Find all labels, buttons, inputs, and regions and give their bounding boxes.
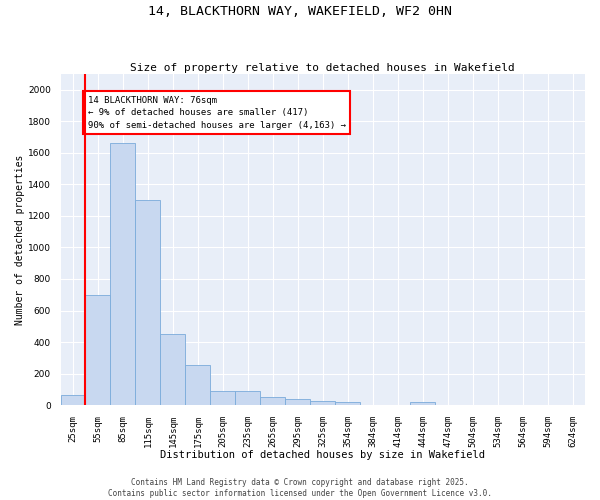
X-axis label: Distribution of detached houses by size in Wakefield: Distribution of detached houses by size …	[160, 450, 485, 460]
Bar	[110, 143, 136, 405]
Bar	[310, 401, 335, 405]
Bar	[160, 334, 185, 405]
Bar	[285, 399, 310, 405]
Bar	[211, 391, 235, 405]
Bar	[85, 295, 110, 405]
Bar	[410, 402, 435, 405]
Bar	[185, 365, 211, 405]
Text: Contains HM Land Registry data © Crown copyright and database right 2025.
Contai: Contains HM Land Registry data © Crown c…	[108, 478, 492, 498]
Bar	[260, 396, 285, 405]
Bar	[335, 402, 360, 405]
Bar	[61, 395, 85, 405]
Bar	[136, 200, 160, 405]
Y-axis label: Number of detached properties: Number of detached properties	[15, 154, 25, 324]
Title: Size of property relative to detached houses in Wakefield: Size of property relative to detached ho…	[130, 63, 515, 73]
Bar	[235, 391, 260, 405]
Text: 14, BLACKTHORN WAY, WAKEFIELD, WF2 0HN: 14, BLACKTHORN WAY, WAKEFIELD, WF2 0HN	[148, 5, 452, 18]
Text: 14 BLACKTHORN WAY: 76sqm
← 9% of detached houses are smaller (417)
90% of semi-d: 14 BLACKTHORN WAY: 76sqm ← 9% of detache…	[88, 96, 346, 130]
